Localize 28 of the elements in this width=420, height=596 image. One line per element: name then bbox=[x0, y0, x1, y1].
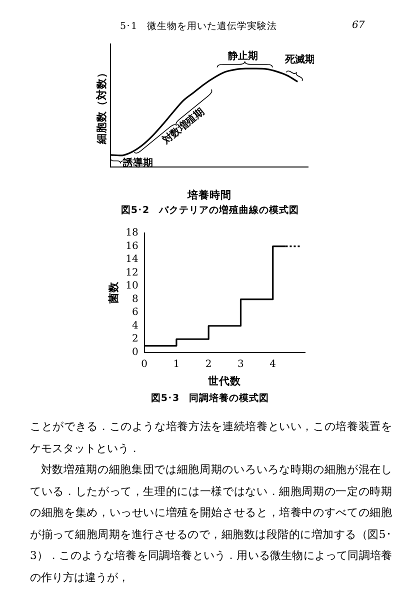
y-axis-title: 菌数 bbox=[107, 280, 120, 305]
text: 静止期 bbox=[226, 50, 258, 62]
y-tick-label: 18 bbox=[126, 228, 138, 239]
y-tick-label: 2 bbox=[132, 334, 138, 345]
text: 図5･3 同調培養の模式図 bbox=[150, 392, 270, 405]
x-tick-label: 1 bbox=[173, 358, 180, 370]
text: 67 bbox=[352, 20, 365, 31]
text: ことができる．このような培養方法を連続培養といい，この培養装置をケモスタットという． bbox=[30, 419, 392, 456]
x-tick-label: 0 bbox=[141, 358, 148, 370]
x-axis-title: 世代数 bbox=[207, 374, 242, 388]
y-axis-title: 細胞数（対数） bbox=[95, 67, 108, 145]
text: 図5･2 バクテリアの増殖曲線の模式図 bbox=[120, 204, 300, 217]
y-tick-label: 6 bbox=[132, 307, 138, 318]
x-tick-label: 2 bbox=[205, 358, 212, 370]
text: 死滅期 bbox=[284, 54, 316, 66]
x-axis-title: 培養時間 bbox=[186, 188, 232, 202]
y-tick-label: 12 bbox=[126, 267, 138, 278]
y-tick-label: 4 bbox=[132, 320, 138, 332]
y-tick-label: 8 bbox=[132, 294, 138, 305]
y-tick-label: 10 bbox=[126, 280, 138, 292]
y-tick-label: 16 bbox=[126, 240, 138, 252]
annotation: 対数増殖期 bbox=[159, 106, 207, 148]
text: 対数増殖期の細胞集団では細胞周期のいろいろな時期の細胞が混在している．したがって，生理的には一様ではない．細胞周期の一定の時期の細胞を集め，いっせいに増殖を開始させると，培養中のすべての細胞が揃って細胞周期を進行させるので，細胞数は段階的に増加する（図5･3）．このような培養を同調培養という．用いる微生物によって同調培養の作り方は違うが， bbox=[30, 462, 392, 586]
y-tick-label: 14 bbox=[126, 254, 138, 266]
y-tick-label: 0 bbox=[132, 346, 138, 358]
text: 5･1 微生物を用いた遺伝学実験法 bbox=[120, 20, 278, 33]
x-tick-label: 3 bbox=[238, 358, 244, 370]
x-tick-label: 4 bbox=[270, 358, 276, 370]
